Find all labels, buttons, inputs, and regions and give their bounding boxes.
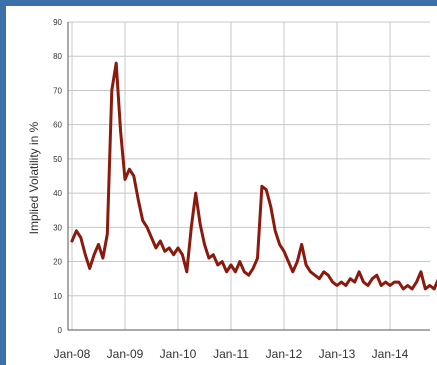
axes [67,22,430,331]
x-tick-label: Jan-14 [372,347,409,361]
x-tick-label: Jan-10 [160,347,197,361]
y-tick-label: 70 [53,86,62,95]
y-axis-label: Implied Volatility in % [27,121,41,234]
grid [68,21,430,330]
y-tick-label: 60 [53,121,62,130]
y-tick-label: 90 [53,18,62,27]
y-tick-label: 30 [53,223,62,232]
x-tick-label: Jan-08 [54,347,91,361]
y-tick-label: 0 [58,326,63,335]
y-ticks: 0 10 20 30 40 50 60 70 80 90 [53,18,62,335]
y-tick-label: 50 [53,155,62,164]
y-tick-label: 10 [53,292,62,301]
series-lines [70,61,437,291]
x-tick-label: Jan-13 [319,347,356,361]
x-tick-label: Jan-12 [266,347,303,361]
y-tick-label: 40 [53,189,62,198]
x-tick-label: Jan-11 [213,347,249,361]
y-tick-label: 80 [53,52,62,61]
x-tick-label: Jan-09 [107,347,144,361]
x-ticks: Jan-08 Jan-09 Jan-10 Jan-11 Jan-12 Jan-13 Jan-… [54,347,409,361]
y-tick-label: 20 [53,258,62,267]
series-line [70,61,437,291]
